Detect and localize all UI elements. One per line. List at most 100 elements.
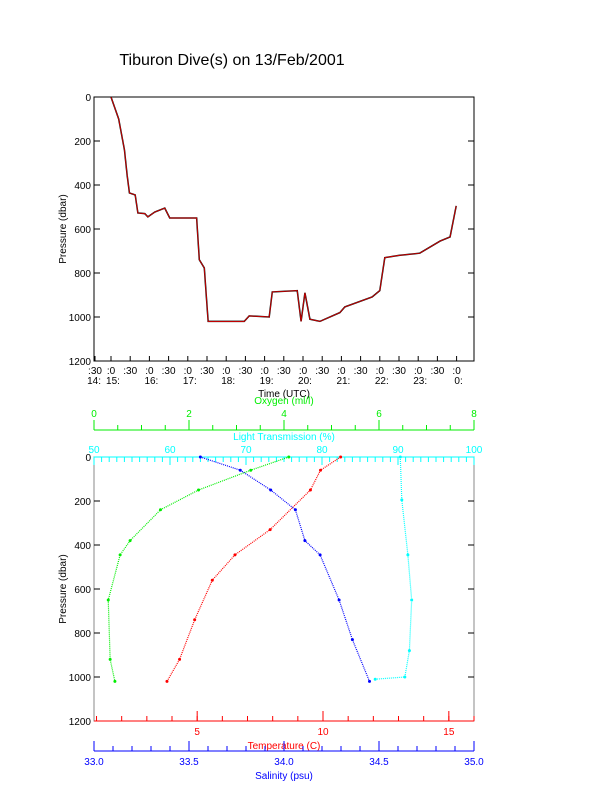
x-tick-label-minute: :0 (260, 366, 269, 377)
axis-tick-label: 10 (317, 727, 329, 738)
axis-tick-label: 33.0 (84, 757, 104, 768)
x-tick-label-minute: :30 (354, 366, 368, 377)
profile-point (337, 598, 341, 602)
y-tick-label: 800 (74, 269, 91, 280)
profile-point (165, 679, 169, 683)
profile-point (233, 553, 237, 557)
profile-point (198, 455, 202, 459)
axis-tick-label: 5 (194, 727, 200, 738)
profile-point (368, 679, 371, 683)
x-tick-label-hour: 20: (298, 376, 312, 387)
axis-tick-label: 4 (281, 409, 287, 420)
x-tick-label-hour: 19: (260, 376, 274, 387)
x-tick-label-minute: :30 (277, 366, 291, 377)
x-tick-label-hour: 14: (87, 376, 101, 387)
y-tick-label: 0 (85, 453, 91, 464)
x-tick-label-hour: 23: (413, 376, 427, 387)
profile-point (178, 657, 182, 661)
profile-point (128, 539, 132, 543)
x-tick-label-minute: :30 (392, 366, 406, 377)
x-tick-label-minute: :0 (299, 366, 308, 377)
profile-point (318, 553, 322, 557)
profile-point (159, 508, 162, 512)
x-tick-label-minute: :30 (88, 366, 102, 377)
profile-point (410, 598, 414, 602)
axis-tick-label: 80 (316, 445, 328, 456)
profile-salinity (200, 456, 371, 682)
chart-title: Tiburon Dive(s) on 13/Feb/2001 (119, 52, 344, 69)
profile-point (293, 508, 297, 512)
profile-point (118, 553, 122, 557)
x-tick-label-minute: :0 (222, 366, 231, 377)
y-tick-label: 1000 (69, 673, 92, 684)
y-tick-label: 600 (74, 585, 91, 596)
profile-point (406, 553, 410, 557)
y-tick-label: 200 (74, 497, 91, 508)
y-axis-label: Pressure (dbar) (58, 194, 69, 263)
x-tick-label-minute: :0 (184, 366, 193, 377)
axis-tick-label: 50 (88, 445, 100, 456)
x-tick-label-hour: 21: (336, 376, 350, 387)
profile-point (403, 675, 407, 679)
profile-point (113, 679, 117, 683)
y-tick-label: 600 (74, 225, 91, 236)
profile-point (210, 578, 214, 582)
axis-tick-label: 70 (240, 445, 252, 456)
profile-point (400, 498, 404, 502)
profile-point (108, 657, 112, 661)
profile-point (238, 468, 242, 472)
axis-tick-label: 100 (466, 445, 483, 456)
profile-point (373, 677, 377, 681)
pressure-line (110, 96, 457, 322)
x-tick-label-hour: 0: (454, 376, 462, 387)
axis-tick-label: 90 (392, 445, 404, 456)
y-tick-label: 1000 (69, 313, 92, 324)
axis-title: Oxygen (ml/l) (254, 396, 313, 407)
x-tick-label-minute: :0 (376, 366, 385, 377)
axis-tick-label: 35.0 (464, 757, 484, 768)
x-tick-label-hour: 18: (221, 376, 235, 387)
x-tick-label-minute: :0 (414, 366, 423, 377)
profile-point (318, 468, 322, 472)
profile-point (197, 488, 200, 492)
profile-point (303, 539, 307, 543)
profile-point (350, 638, 354, 642)
y-tick-label: 1200 (69, 717, 92, 728)
y-tick-label: 800 (74, 629, 91, 640)
axis-tick-label: 33.5 (179, 757, 199, 768)
y-tick-label: 400 (74, 181, 91, 192)
profile-point (193, 618, 197, 622)
profile-point (106, 598, 110, 602)
profile-point (249, 468, 253, 472)
y-tick-label: 200 (74, 137, 91, 148)
profile-point (308, 488, 312, 492)
x-axis-label: Time (UTC) (258, 389, 310, 400)
plot-frame-top (93, 96, 475, 362)
x-tick-label-minute: :0 (107, 366, 116, 377)
x-tick-label-minute: :30 (123, 366, 137, 377)
y-tick-label: 400 (74, 541, 91, 552)
x-tick-label-minute: :30 (315, 366, 329, 377)
profile-point (339, 455, 343, 459)
profile-light-transmission (375, 456, 413, 680)
x-tick-label-minute: :0 (337, 366, 346, 377)
axis-tick-label: 2 (186, 409, 192, 420)
profile-temperature (166, 456, 341, 682)
x-tick-label-minute: :0 (452, 366, 461, 377)
x-tick-label-minute: :30 (430, 366, 444, 377)
axis-tick-label: 60 (164, 445, 176, 456)
axis-tick-label: 34.5 (369, 757, 389, 768)
x-tick-label-hour: 22: (375, 376, 389, 387)
x-tick-label-minute: :30 (238, 366, 252, 377)
x-tick-label-minute: :30 (200, 366, 214, 377)
y-tick-label: 1200 (69, 357, 92, 368)
axis-tick-label: 15 (443, 727, 455, 738)
x-tick-label-minute: :0 (145, 366, 154, 377)
axis-tick-label: 8 (471, 409, 477, 420)
x-tick-label-hour: 17: (183, 376, 197, 387)
profile-point (269, 488, 273, 492)
axis-tick-label: 34.0 (274, 757, 294, 768)
axis-tick-label: 0 (91, 409, 97, 420)
